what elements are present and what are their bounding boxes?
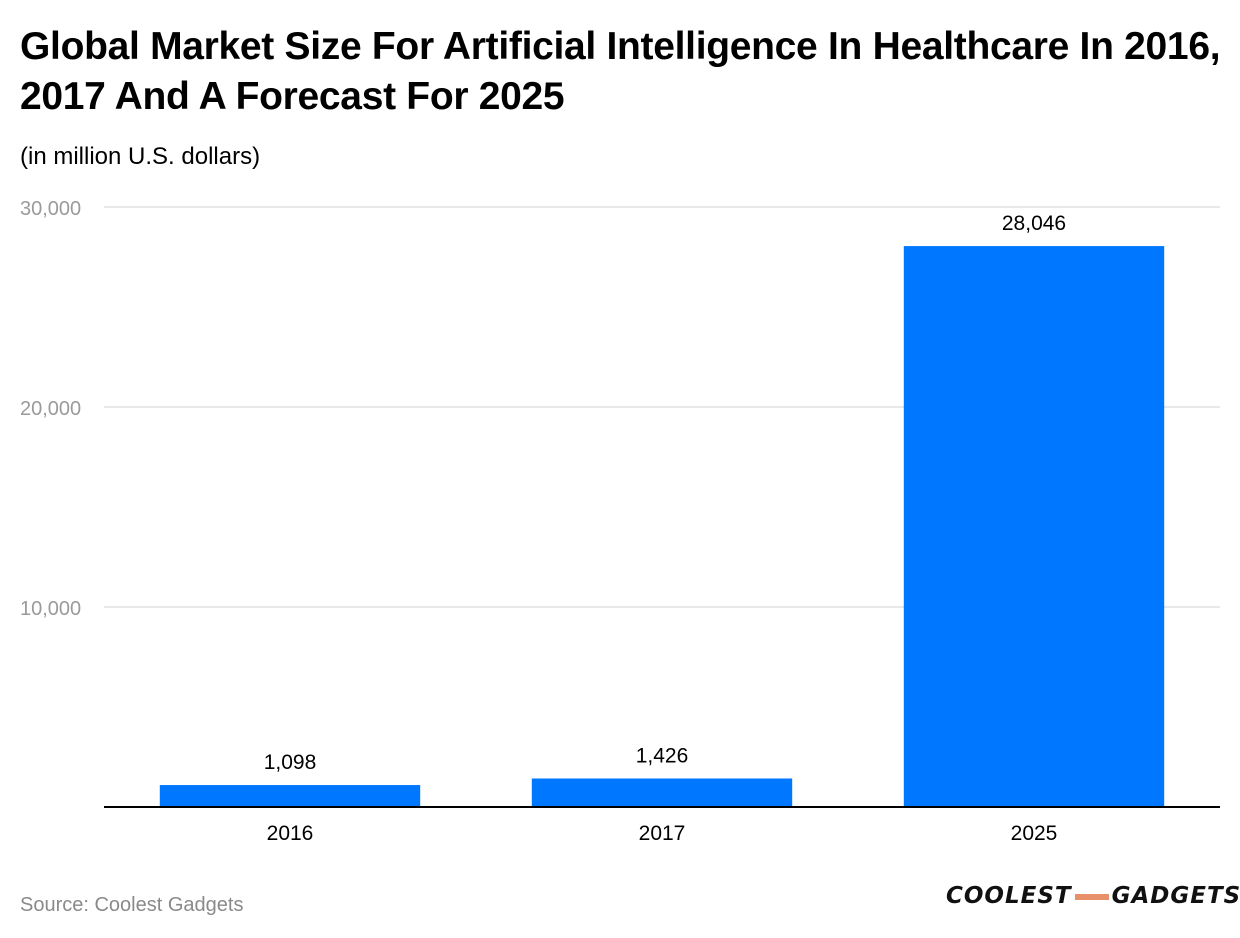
- y-axis-ticks: 10,000 20,000 30,000: [20, 198, 81, 620]
- y-tick-label: 10,000: [20, 598, 81, 620]
- bars: [159, 246, 1165, 807]
- bar-chart: 10,000 20,000 30,000 1,098 1,426 28,046 2016…: [20, 198, 1220, 845]
- data-label-2017: 1,426: [636, 744, 689, 767]
- brand-logo: COOLEST GADGETS: [946, 881, 1240, 911]
- logo-text-right: GADGETS: [1111, 883, 1240, 909]
- chart-title: Global Market Size For Artificial Intell…: [20, 25, 1221, 118]
- logo-dash: [1074, 893, 1109, 900]
- bar-2017: [531, 778, 793, 807]
- bar-2025: [903, 246, 1165, 807]
- x-tick-label-2016: 2016: [267, 822, 314, 845]
- bar-2016: [159, 785, 421, 807]
- source-note: Source: Coolest Gadgets: [20, 894, 244, 916]
- data-labels: 1,098 1,426 28,046: [264, 212, 1066, 774]
- data-label-2016: 1,098: [264, 751, 317, 774]
- y-tick-label: 20,000: [20, 398, 81, 420]
- x-axis-labels: 2016 2017 2025: [267, 822, 1058, 845]
- x-tick-label-2017: 2017: [639, 822, 686, 845]
- data-label-2025: 28,046: [1002, 212, 1066, 235]
- chart-subtitle: (in million U.S. dollars): [20, 143, 261, 170]
- x-tick-label-2025: 2025: [1011, 822, 1058, 845]
- y-tick-label: 30,000: [20, 198, 81, 220]
- logo-text-left: COOLEST: [946, 883, 1072, 909]
